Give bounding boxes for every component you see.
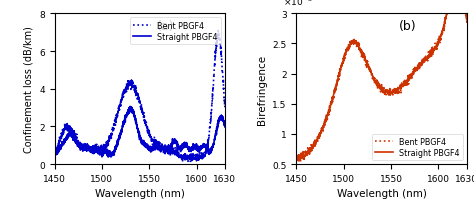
Bent PBGF4 <box>364 68 370 70</box>
Bent PBGF4 <box>121 92 127 94</box>
Straight PBGF4 <box>88 148 94 150</box>
Straight PBGF4 <box>127 106 133 108</box>
Bent PBGF4 <box>115 110 121 112</box>
Line: Bent PBGF4: Bent PBGF4 <box>55 31 225 163</box>
Straight PBGF4 <box>52 156 57 159</box>
Straight PBGF4 <box>293 157 299 159</box>
Straight PBGF4 <box>364 63 370 65</box>
Straight PBGF4 <box>303 153 309 155</box>
Text: (b): (b) <box>399 20 416 33</box>
Line: Straight PBGF4: Straight PBGF4 <box>55 107 225 157</box>
Bent PBGF4 <box>293 154 299 157</box>
Line: Straight PBGF4: Straight PBGF4 <box>296 0 467 158</box>
Straight PBGF4 <box>116 141 121 143</box>
Legend: Bent PBGF4, Straight PBGF4: Bent PBGF4, Straight PBGF4 <box>130 18 221 45</box>
Bent PBGF4 <box>222 106 228 109</box>
Straight PBGF4 <box>464 20 470 22</box>
Straight PBGF4 <box>121 121 127 123</box>
X-axis label: Wavelength (nm): Wavelength (nm) <box>337 188 427 198</box>
Straight PBGF4 <box>357 48 363 51</box>
Line: Bent PBGF4: Bent PBGF4 <box>296 0 467 162</box>
Straight PBGF4 <box>52 151 57 153</box>
Straight PBGF4 <box>410 73 416 75</box>
Bent PBGF4 <box>215 30 221 33</box>
Straight PBGF4 <box>330 96 336 99</box>
Bent PBGF4 <box>122 91 128 93</box>
Straight PBGF4 <box>363 61 369 63</box>
X-axis label: Wavelength (nm): Wavelength (nm) <box>95 188 185 198</box>
Text: (a): (a) <box>157 20 174 33</box>
Bent PBGF4 <box>188 161 193 164</box>
Bent PBGF4 <box>168 147 173 149</box>
Y-axis label: Birefringence: Birefringence <box>257 54 267 124</box>
Straight PBGF4 <box>62 138 67 141</box>
Straight PBGF4 <box>122 118 128 120</box>
Bent PBGF4 <box>296 161 302 164</box>
Bent PBGF4 <box>330 99 336 101</box>
Legend: Bent PBGF4, Straight PBGF4: Bent PBGF4, Straight PBGF4 <box>372 134 463 160</box>
Bent PBGF4 <box>303 152 309 154</box>
Bent PBGF4 <box>52 151 57 153</box>
Straight PBGF4 <box>168 147 174 149</box>
Bent PBGF4 <box>410 71 416 74</box>
Straight PBGF4 <box>222 125 228 128</box>
Y-axis label: Confinement loss (dB/km): Confinement loss (dB/km) <box>24 26 34 152</box>
Bent PBGF4 <box>62 129 67 131</box>
Bent PBGF4 <box>357 49 363 52</box>
Bent PBGF4 <box>464 20 470 22</box>
Straight PBGF4 <box>296 157 301 160</box>
Bent PBGF4 <box>88 146 94 149</box>
Text: $\times 10^{-3}$: $\times 10^{-3}$ <box>283 0 313 8</box>
Bent PBGF4 <box>363 59 369 62</box>
